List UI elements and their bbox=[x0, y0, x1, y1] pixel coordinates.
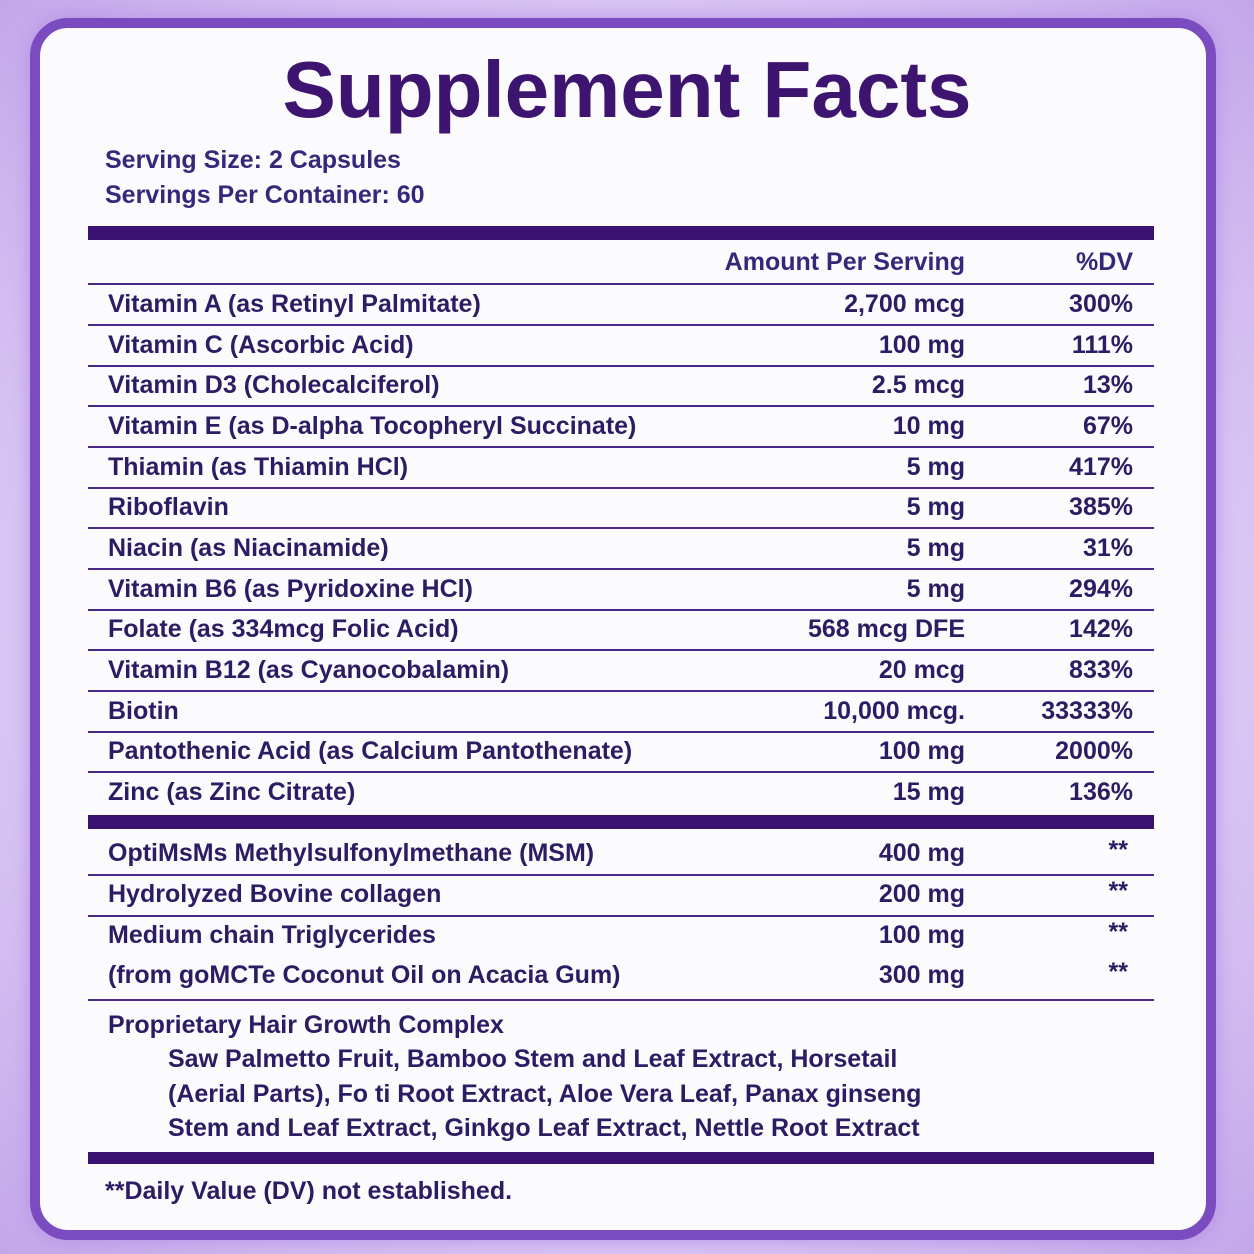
rule bbox=[88, 649, 1154, 652]
nutrient-name: Biotin bbox=[108, 696, 179, 725]
thick-rule bbox=[88, 1152, 1154, 1164]
nutrient-amount: 5 mg bbox=[906, 452, 965, 481]
nutrient-amount: 15 mg bbox=[892, 778, 965, 806]
nutrient-name: Zinc (as Zinc Citrate) bbox=[108, 778, 356, 806]
nutrient-amount: 10,000 mcg. bbox=[823, 696, 965, 725]
rule bbox=[88, 446, 1154, 448]
nutrient-dv: 294% bbox=[1069, 574, 1133, 603]
nutrient-dv: 13% bbox=[1082, 371, 1133, 400]
nutrient-name: Vitamin B12 (as Cyanocobalamin) bbox=[108, 656, 510, 684]
nutrient-dv: 67% bbox=[1082, 412, 1133, 440]
nutrient-dv: 33333% bbox=[1041, 696, 1133, 725]
nutrient-amount: 20 mcg bbox=[878, 656, 965, 684]
ingredient-name: OptiMsMs Methylsulfonylmethane (MSM) bbox=[108, 839, 595, 867]
rule bbox=[88, 324, 1154, 326]
nutrient-amount: 2.5 mcg bbox=[871, 371, 965, 400]
nutrient-dv: 136% bbox=[1069, 778, 1133, 806]
proprietary-text: Saw Palmetto Fruit, Bamboo Stem and Leaf… bbox=[168, 1045, 898, 1073]
nutrient-dv: 111% bbox=[1071, 330, 1133, 359]
proprietary-text: (Aerial Parts), Fo ti Root Extract, Aloe… bbox=[168, 1079, 922, 1108]
nutrient-name: Riboflavin bbox=[108, 493, 229, 522]
title: Supplement Facts bbox=[282, 45, 972, 134]
nutrient-dv: 142% bbox=[1069, 615, 1133, 644]
rule bbox=[88, 405, 1154, 408]
ingredient-name: Medium chain Triglycerides bbox=[108, 921, 436, 949]
nutrient-name: Pantothenic Acid (as Calcium Pantothenat… bbox=[108, 737, 633, 766]
ingredient-amount: 100 mg bbox=[878, 921, 965, 949]
rule bbox=[88, 999, 1154, 1001]
nutrient-amount: 568 mcg DFE bbox=[807, 615, 965, 644]
rule bbox=[88, 915, 1154, 917]
ingredient-dv: ** bbox=[1108, 918, 1128, 946]
rule bbox=[88, 690, 1154, 692]
nutrient-amount: 5 mg bbox=[906, 493, 965, 522]
nutrient-amount: 2,700 mcg bbox=[844, 290, 965, 318]
nutrient-name: Vitamin C (Ascorbic Acid) bbox=[108, 330, 414, 359]
rule bbox=[88, 568, 1154, 570]
rule bbox=[88, 771, 1154, 774]
nutrient-name: Thiamin (as Thiamin HCl) bbox=[108, 452, 409, 481]
ingredient-dv: ** bbox=[1108, 836, 1128, 864]
nutrient-amount: 10 mg bbox=[892, 412, 965, 440]
rule bbox=[88, 527, 1154, 530]
nutrient-amount: 100 mg bbox=[878, 737, 965, 766]
rule bbox=[88, 364, 1154, 367]
nutrient-dv: 833% bbox=[1069, 656, 1133, 684]
ingredient-amount: 400 mg bbox=[878, 839, 965, 867]
footnote: **Daily Value (DV) not established. bbox=[105, 1177, 513, 1205]
rule bbox=[88, 608, 1154, 611]
nutrient-name: Vitamin A (as Retinyl Palmitate) bbox=[108, 290, 481, 318]
ingredient-amount: 300 mg bbox=[878, 961, 965, 989]
thick-rule bbox=[88, 815, 1154, 829]
nutrient-name: Vitamin B6 (as Pyridoxine HCl) bbox=[108, 574, 473, 603]
serving-size: Serving Size: 2 Capsules bbox=[105, 146, 401, 174]
nutrient-name: Folate (as 334mcg Folic Acid) bbox=[108, 615, 459, 644]
rule bbox=[88, 283, 1154, 285]
rule bbox=[88, 486, 1154, 489]
nutrient-dv: 31% bbox=[1082, 534, 1133, 562]
nutrient-amount: 100 mg bbox=[878, 330, 965, 359]
card bbox=[30, 18, 1216, 1240]
ingredient-amount: 200 mg bbox=[878, 880, 965, 908]
servings-per-container: Servings Per Container: 60 bbox=[105, 181, 425, 209]
nutrient-dv: 417% bbox=[1069, 452, 1133, 481]
nutrient-amount: 5 mg bbox=[906, 574, 965, 603]
nutrient-dv: 2000% bbox=[1055, 737, 1133, 766]
nutrient-amount: 5 mg bbox=[906, 534, 965, 562]
thick-rule bbox=[88, 226, 1154, 240]
nutrient-name: Niacin (as Niacinamide) bbox=[108, 534, 389, 562]
nutrient-name: Vitamin E (as D-alpha Tocopheryl Succina… bbox=[108, 412, 637, 440]
proprietary-text: Stem and Leaf Extract, Ginkgo Leaf Extra… bbox=[168, 1114, 920, 1142]
dv-header: %DV bbox=[1076, 248, 1133, 276]
rule bbox=[88, 730, 1154, 733]
ingredient-dv: ** bbox=[1108, 958, 1128, 986]
ingredient-dv: ** bbox=[1108, 877, 1128, 905]
amount-header: Amount Per Serving bbox=[724, 248, 965, 276]
nutrient-dv: 385% bbox=[1069, 493, 1133, 522]
proprietary-title: Proprietary Hair Growth Complex bbox=[108, 1011, 504, 1039]
nutrient-name: Vitamin D3 (Cholecalciferol) bbox=[108, 371, 440, 400]
nutrient-dv: 300% bbox=[1069, 290, 1133, 318]
rule bbox=[88, 874, 1154, 876]
ingredient-name: Hydrolyzed Bovine collagen bbox=[108, 880, 442, 908]
ingredient-name: (from goMCTe Coconut Oil on Acacia Gum) bbox=[108, 961, 621, 989]
